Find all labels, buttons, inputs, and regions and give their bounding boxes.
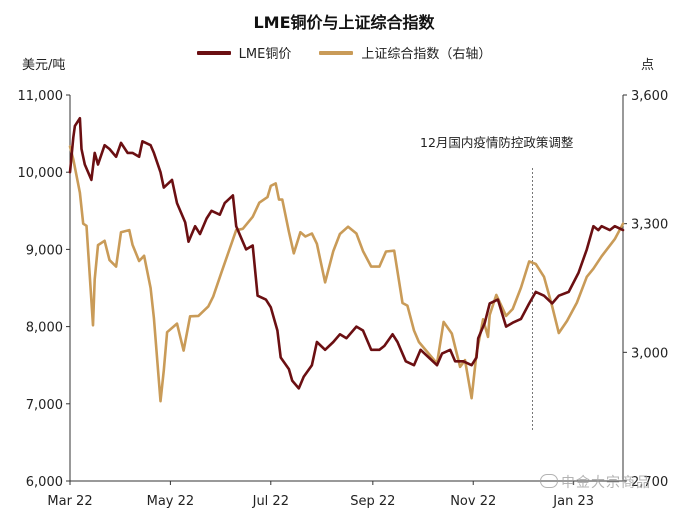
left-axis-unit: 美元/吨 xyxy=(22,58,66,73)
left-tick-label: 8,000 xyxy=(26,321,63,336)
left-tick-label: 11,000 xyxy=(18,89,64,104)
chart-title: LME铜价与上证综合指数 xyxy=(253,13,435,32)
legend-item-copper: LME铜价 xyxy=(196,43,292,62)
x-tick-label: Jul 22 xyxy=(252,494,289,509)
right-tick-label: 3,000 xyxy=(631,346,668,361)
right-tick-label: 3,600 xyxy=(631,89,668,104)
x-tick-label: Jan 23 xyxy=(552,494,594,509)
watermark: 申金大宗商品 xyxy=(540,472,651,492)
series-line-copper xyxy=(68,116,625,390)
left-tick-label: 7,000 xyxy=(26,398,63,413)
x-tick-label: May 22 xyxy=(147,494,195,509)
legend-item-index: 上证综合指数（右轴） xyxy=(319,43,491,62)
chart-legend: LME铜价 上证综合指数（右轴） xyxy=(0,43,688,62)
annotation-label: 12月国内疫情防控政策调整 xyxy=(420,135,574,150)
right-axis-unit: 点 xyxy=(641,58,655,73)
legend-swatch-index xyxy=(319,50,354,55)
legend-swatch-copper xyxy=(196,50,231,55)
wechat-icon xyxy=(540,474,558,488)
legend-label-copper: LME铜价 xyxy=(238,47,292,62)
legend-label-index: 上证综合指数（右轴） xyxy=(361,47,492,62)
left-tick-label: 10,000 xyxy=(18,166,64,181)
left-tick-label: 6,000 xyxy=(26,475,63,490)
right-tick-label: 2,700 xyxy=(631,475,668,490)
x-tick-label: Sep 22 xyxy=(350,494,395,509)
x-tick-label: Nov 22 xyxy=(450,494,496,509)
x-tick-label: Mar 22 xyxy=(47,494,92,509)
series-line-index xyxy=(68,145,625,403)
left-tick-label: 9,000 xyxy=(26,243,63,258)
right-tick-label: 3,300 xyxy=(631,218,668,233)
